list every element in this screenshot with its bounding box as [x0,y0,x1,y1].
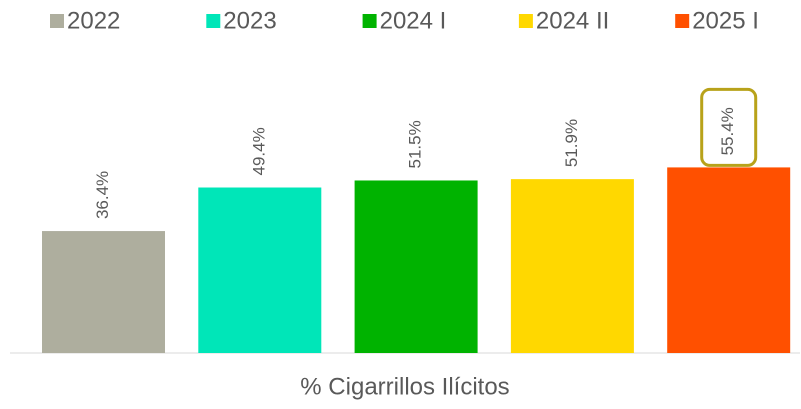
highlight-box [700,87,758,167]
legend-label: 2023 [223,7,276,34]
value-label: 51.5% [406,120,425,168]
bar [667,167,791,353]
legend-swatch [362,14,377,28]
bar [198,187,322,353]
legend-label: 2025 I [692,7,759,34]
legend-label: 2024 II [536,7,609,34]
bar [42,231,165,353]
legend-swatch [518,14,533,28]
value-label: 55.4% [718,107,737,155]
legend-label: 2024 I [380,7,447,34]
category-label: % Cigarrillos Ilícitos [300,373,509,400]
legend-label: 2022 [67,7,120,34]
value-label: 49.4% [249,127,268,175]
value-label: 36.4% [93,171,112,219]
legend-swatch [206,14,221,28]
bar [510,179,634,353]
legend-swatch [675,14,690,28]
legend-swatch [50,14,64,28]
bar [354,180,478,353]
value-label: 51.9% [562,119,581,167]
